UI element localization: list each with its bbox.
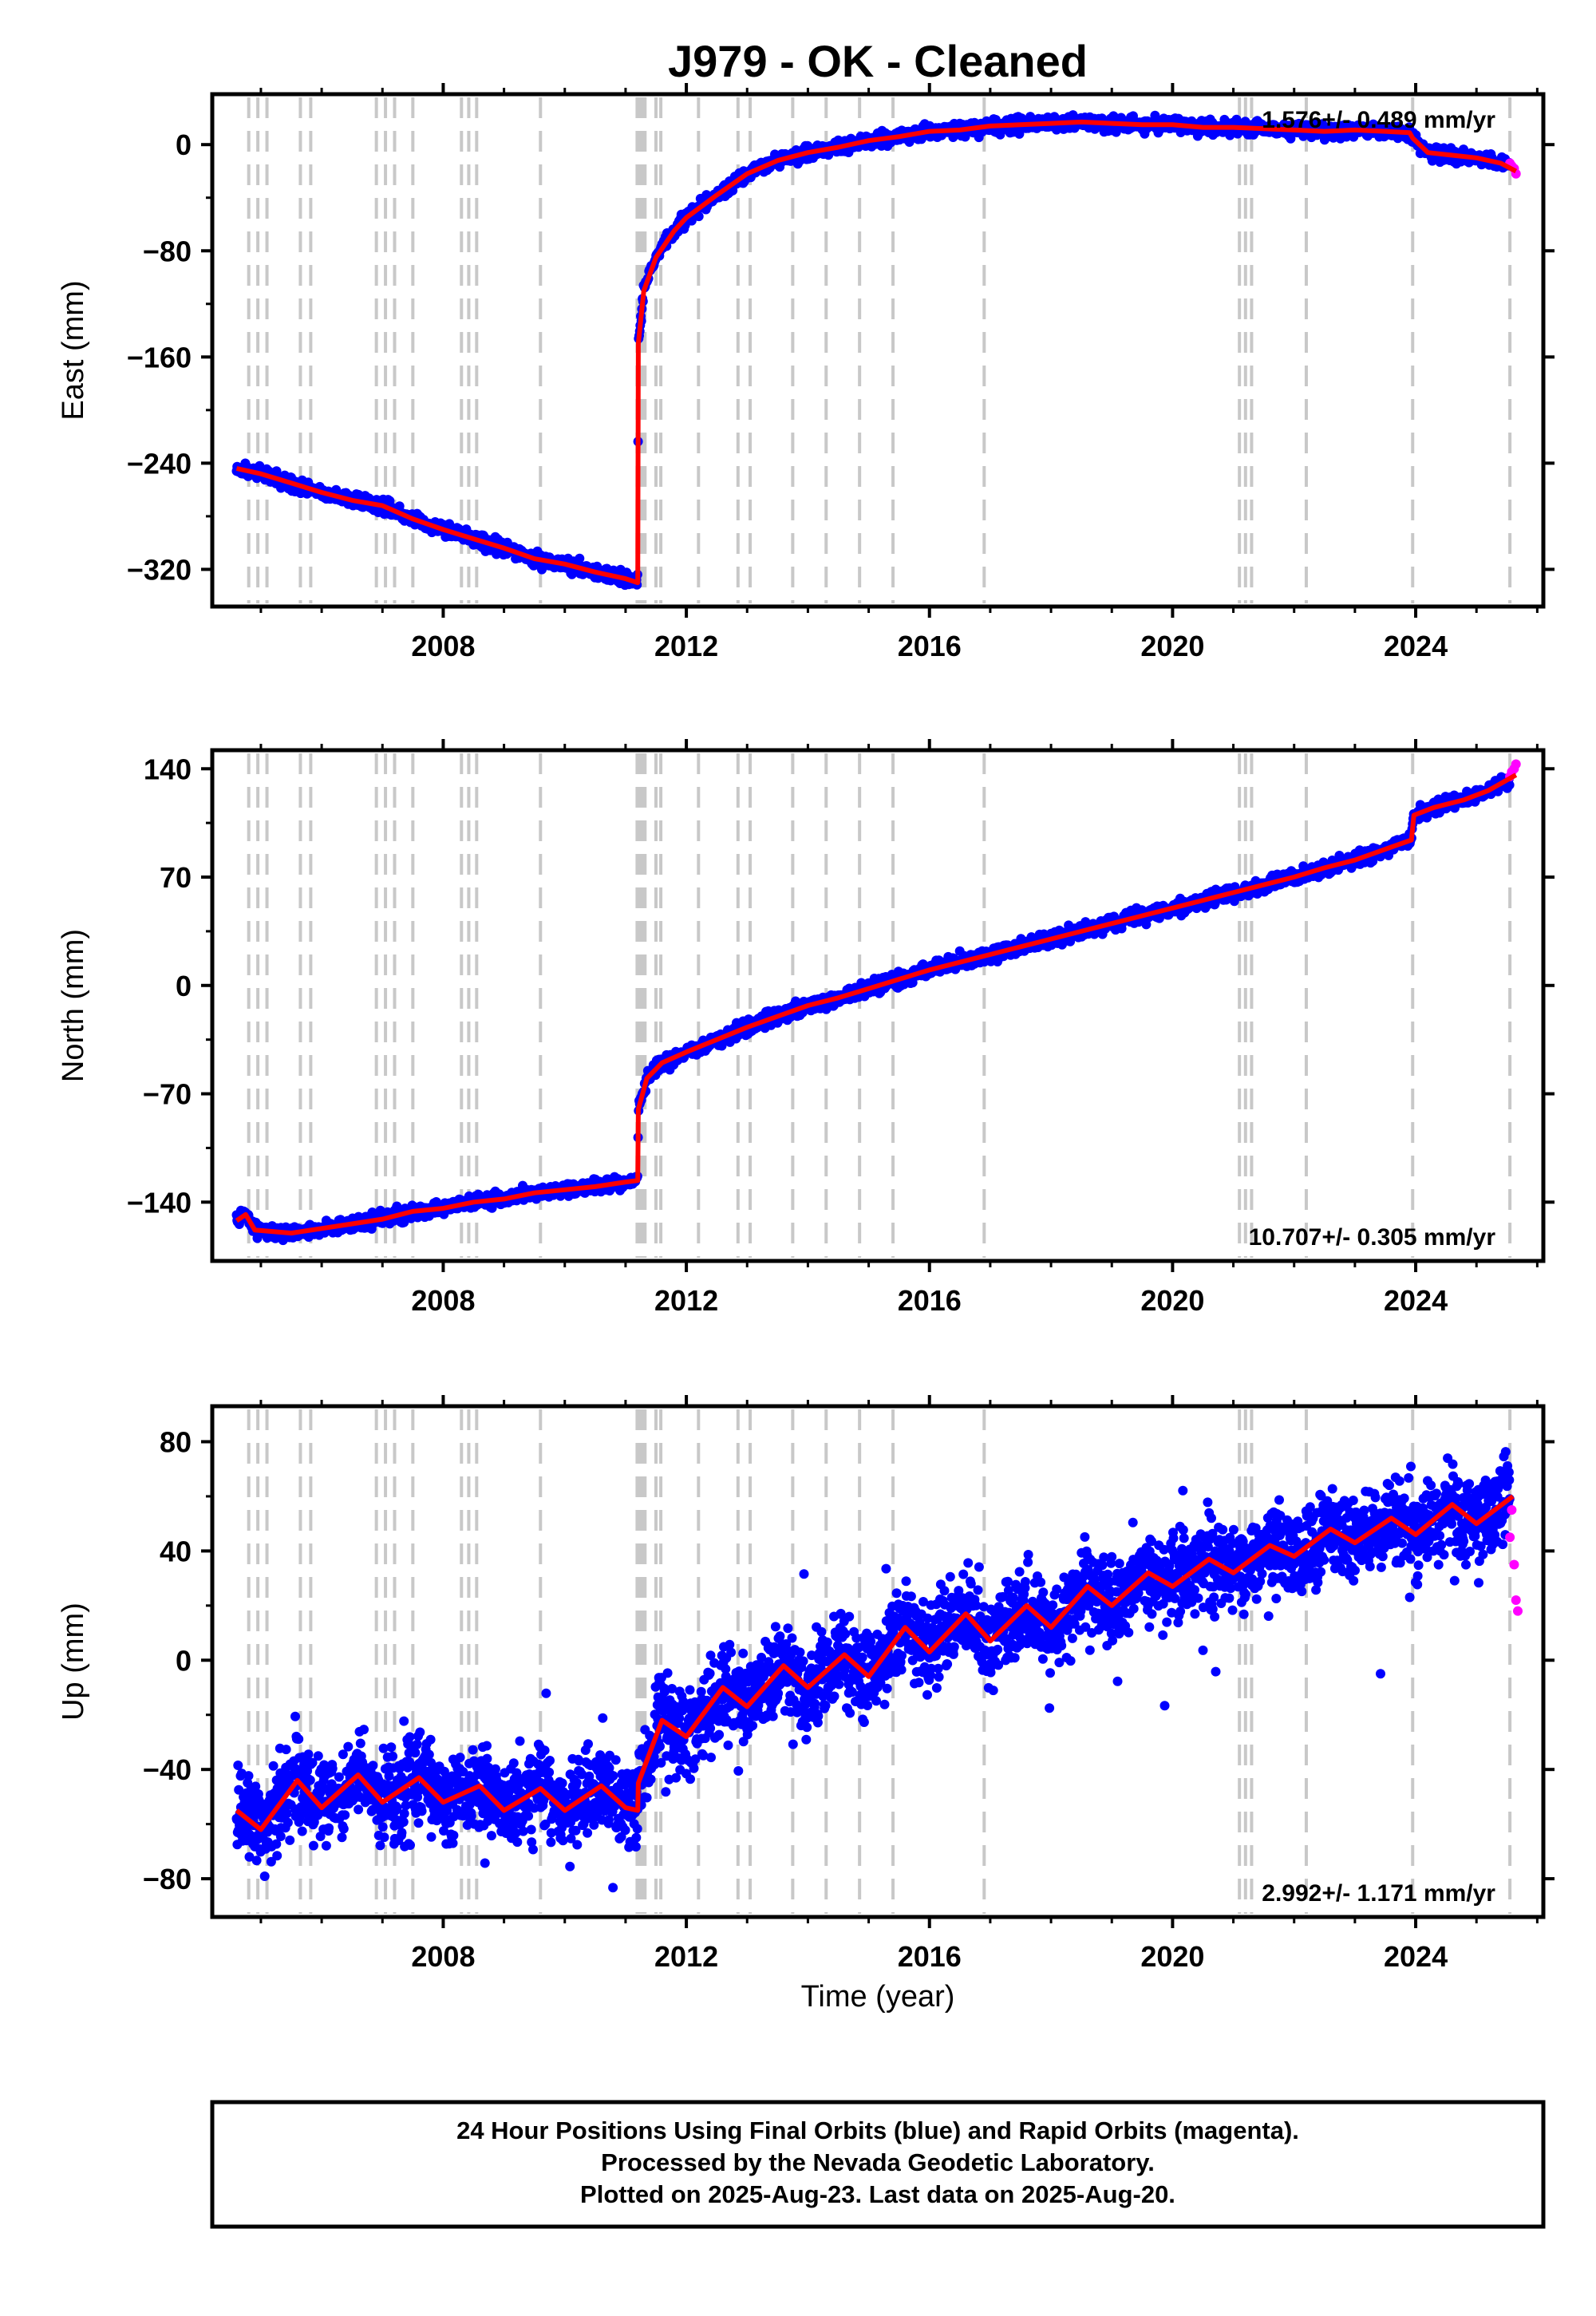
north-rate-text: 10.707+/- 0.305 mm/yr — [1249, 1224, 1496, 1251]
east-xtick-label: 2020 — [1140, 630, 1204, 662]
east-panel: −320 −240 −160 −80 0 2008 2012 2016 2020 2024 East… — [57, 83, 1555, 662]
east-ylabel: East (mm) — [57, 280, 90, 420]
north-xtick-label: 2020 — [1140, 1284, 1204, 1317]
north-ytick-label: 0 — [176, 970, 192, 1002]
east-obs-point — [693, 211, 704, 222]
north-ylabel: North (mm) — [57, 929, 90, 1082]
up-obs-point — [251, 1856, 262, 1866]
east-rate-text: 1.576+/- 0.489 mm/yr — [1262, 107, 1495, 133]
east-xtick-label: 2008 — [411, 630, 475, 662]
north-ytick-label: 70 — [160, 861, 192, 894]
north-xtick-label: 2024 — [1384, 1284, 1448, 1317]
east-xtick-label: 2012 — [654, 630, 718, 662]
north-xtick-label: 2016 — [898, 1284, 962, 1317]
east-ytick-label: 0 — [176, 128, 192, 161]
east-ytick-label: −320 — [127, 553, 192, 586]
east-ytick-label: −80 — [143, 235, 192, 267]
east-xtick-label: 2016 — [898, 630, 962, 662]
north-ytick-label: −70 — [143, 1078, 192, 1111]
chart-title: J979 - OK - Cleaned — [668, 36, 1088, 86]
north-xtick-label: 2012 — [654, 1284, 718, 1317]
east-ytick-label: −240 — [127, 447, 192, 480]
north-ytick-label: −140 — [127, 1186, 192, 1219]
east-ytick-label: −160 — [127, 341, 192, 373]
north-rapid-point — [1511, 759, 1521, 769]
east-obs-point — [575, 553, 585, 563]
north-ytick-label: 140 — [144, 753, 192, 785]
east-xtick-label: 2024 — [1384, 630, 1448, 662]
up-obs-point — [243, 1771, 254, 1781]
north-xtick-label: 2008 — [411, 1284, 475, 1317]
